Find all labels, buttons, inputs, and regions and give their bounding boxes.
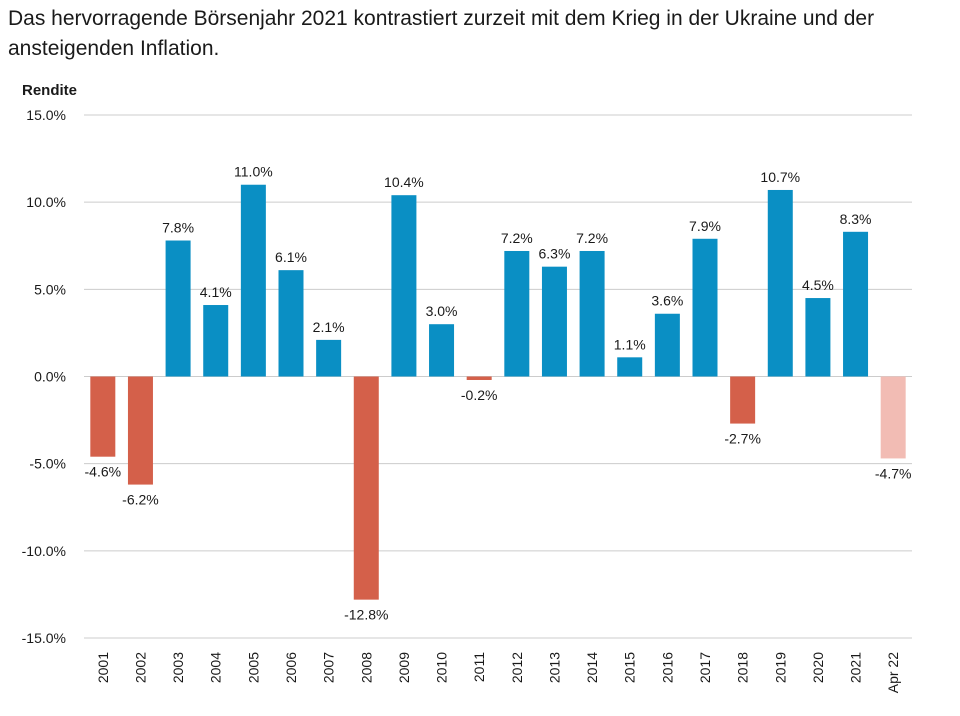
x-tick-label: 2017	[697, 652, 713, 683]
x-tick-label: Apr 22	[885, 652, 901, 693]
data-label: 11.0%	[234, 164, 273, 180]
bar	[391, 195, 417, 377]
x-tick-label: 2001	[95, 652, 111, 683]
bar	[617, 357, 643, 377]
bar	[165, 240, 191, 377]
x-tick-label: 2002	[132, 652, 148, 683]
x-tick-label: 2007	[321, 652, 337, 683]
y-tick-label: 0.0%	[34, 369, 66, 385]
value-labels: -4.6%-6.2% 7.8% 4.1% 11.0% 6.1% 2.1% -12.8% 10.…	[85, 164, 912, 623]
data-label: 2.1%	[313, 319, 345, 335]
x-tick-label: 2008	[358, 652, 374, 683]
bar	[767, 189, 793, 377]
chart-headline: Das hervorragende Börsenjahr 2021 kontra…	[8, 7, 875, 60]
data-label: -4.7%	[875, 465, 912, 481]
data-label: 6.3%	[538, 246, 570, 262]
x-tick-label: 2015	[622, 652, 638, 683]
x-tick-label: 2021	[848, 652, 864, 683]
x-tick-label: 2019	[772, 652, 788, 683]
bar	[730, 376, 756, 424]
x-tick-label: 2006	[283, 652, 299, 683]
y-tick-label: -15.0%	[22, 630, 66, 646]
data-label: -6.2%	[122, 492, 159, 508]
bars	[90, 184, 906, 600]
x-tick-label: 2009	[396, 652, 412, 683]
data-label: 3.6%	[651, 293, 683, 309]
y-axis-title: Rendite	[22, 82, 77, 99]
bar	[316, 339, 342, 377]
x-tick-label: 2018	[735, 652, 751, 683]
x-tick-label: 2014	[584, 652, 600, 683]
data-label: 10.7%	[760, 169, 800, 185]
bar	[203, 305, 229, 377]
data-label: 7.2%	[501, 230, 533, 246]
bar	[692, 238, 718, 377]
data-label: -2.7%	[724, 431, 761, 447]
bar	[240, 184, 266, 377]
bar	[843, 231, 869, 377]
x-tick-label: 2011	[471, 652, 487, 682]
bar	[466, 376, 492, 380]
bar	[278, 270, 304, 377]
bar	[353, 376, 379, 600]
data-label: 7.2%	[576, 230, 608, 246]
bar	[127, 376, 153, 485]
x-tick-label: 2013	[546, 652, 562, 683]
bar	[541, 266, 567, 377]
data-label: -0.2%	[461, 387, 498, 403]
y-tick-label: 15.0%	[26, 107, 66, 123]
x-tick-label: 2005	[245, 652, 261, 683]
x-tick-label: 2003	[170, 652, 186, 683]
y-tick-label: 5.0%	[34, 281, 66, 297]
data-label: -4.6%	[85, 464, 122, 480]
data-label: 4.1%	[200, 284, 232, 300]
bar	[654, 313, 680, 377]
data-label: 6.1%	[275, 249, 307, 265]
data-label: 7.9%	[689, 218, 721, 234]
bar	[90, 376, 116, 457]
x-tick-label: 2004	[208, 652, 224, 683]
x-tick-label: 2010	[434, 652, 450, 683]
x-tick-label: 2012	[509, 652, 525, 683]
data-label: 8.3%	[840, 211, 872, 227]
y-tick-label: -5.0%	[29, 456, 66, 472]
bar	[579, 250, 605, 377]
data-label: 4.5%	[802, 277, 834, 293]
bar	[504, 250, 530, 377]
bar	[429, 324, 455, 377]
x-tick-label: 2020	[810, 652, 826, 683]
data-label: 7.8%	[162, 220, 194, 236]
bar	[880, 376, 906, 459]
data-label: 3.0%	[426, 303, 458, 319]
x-axis-ticks: 2001 2002 2003 2004 2005 2006 2007 2008 2009 2010…	[95, 652, 901, 693]
data-label: 1.1%	[614, 336, 646, 352]
y-axis-ticks: 15.0% 10.0% 5.0% 0.0% -5.0% -10.0% -15.0%	[22, 107, 66, 646]
data-label: -12.8%	[344, 607, 388, 623]
y-tick-label: -10.0%	[22, 543, 66, 559]
x-tick-label: 2016	[659, 652, 675, 683]
data-label: 10.4%	[384, 174, 424, 190]
bar	[805, 298, 831, 377]
y-tick-label: 10.0%	[26, 194, 66, 210]
